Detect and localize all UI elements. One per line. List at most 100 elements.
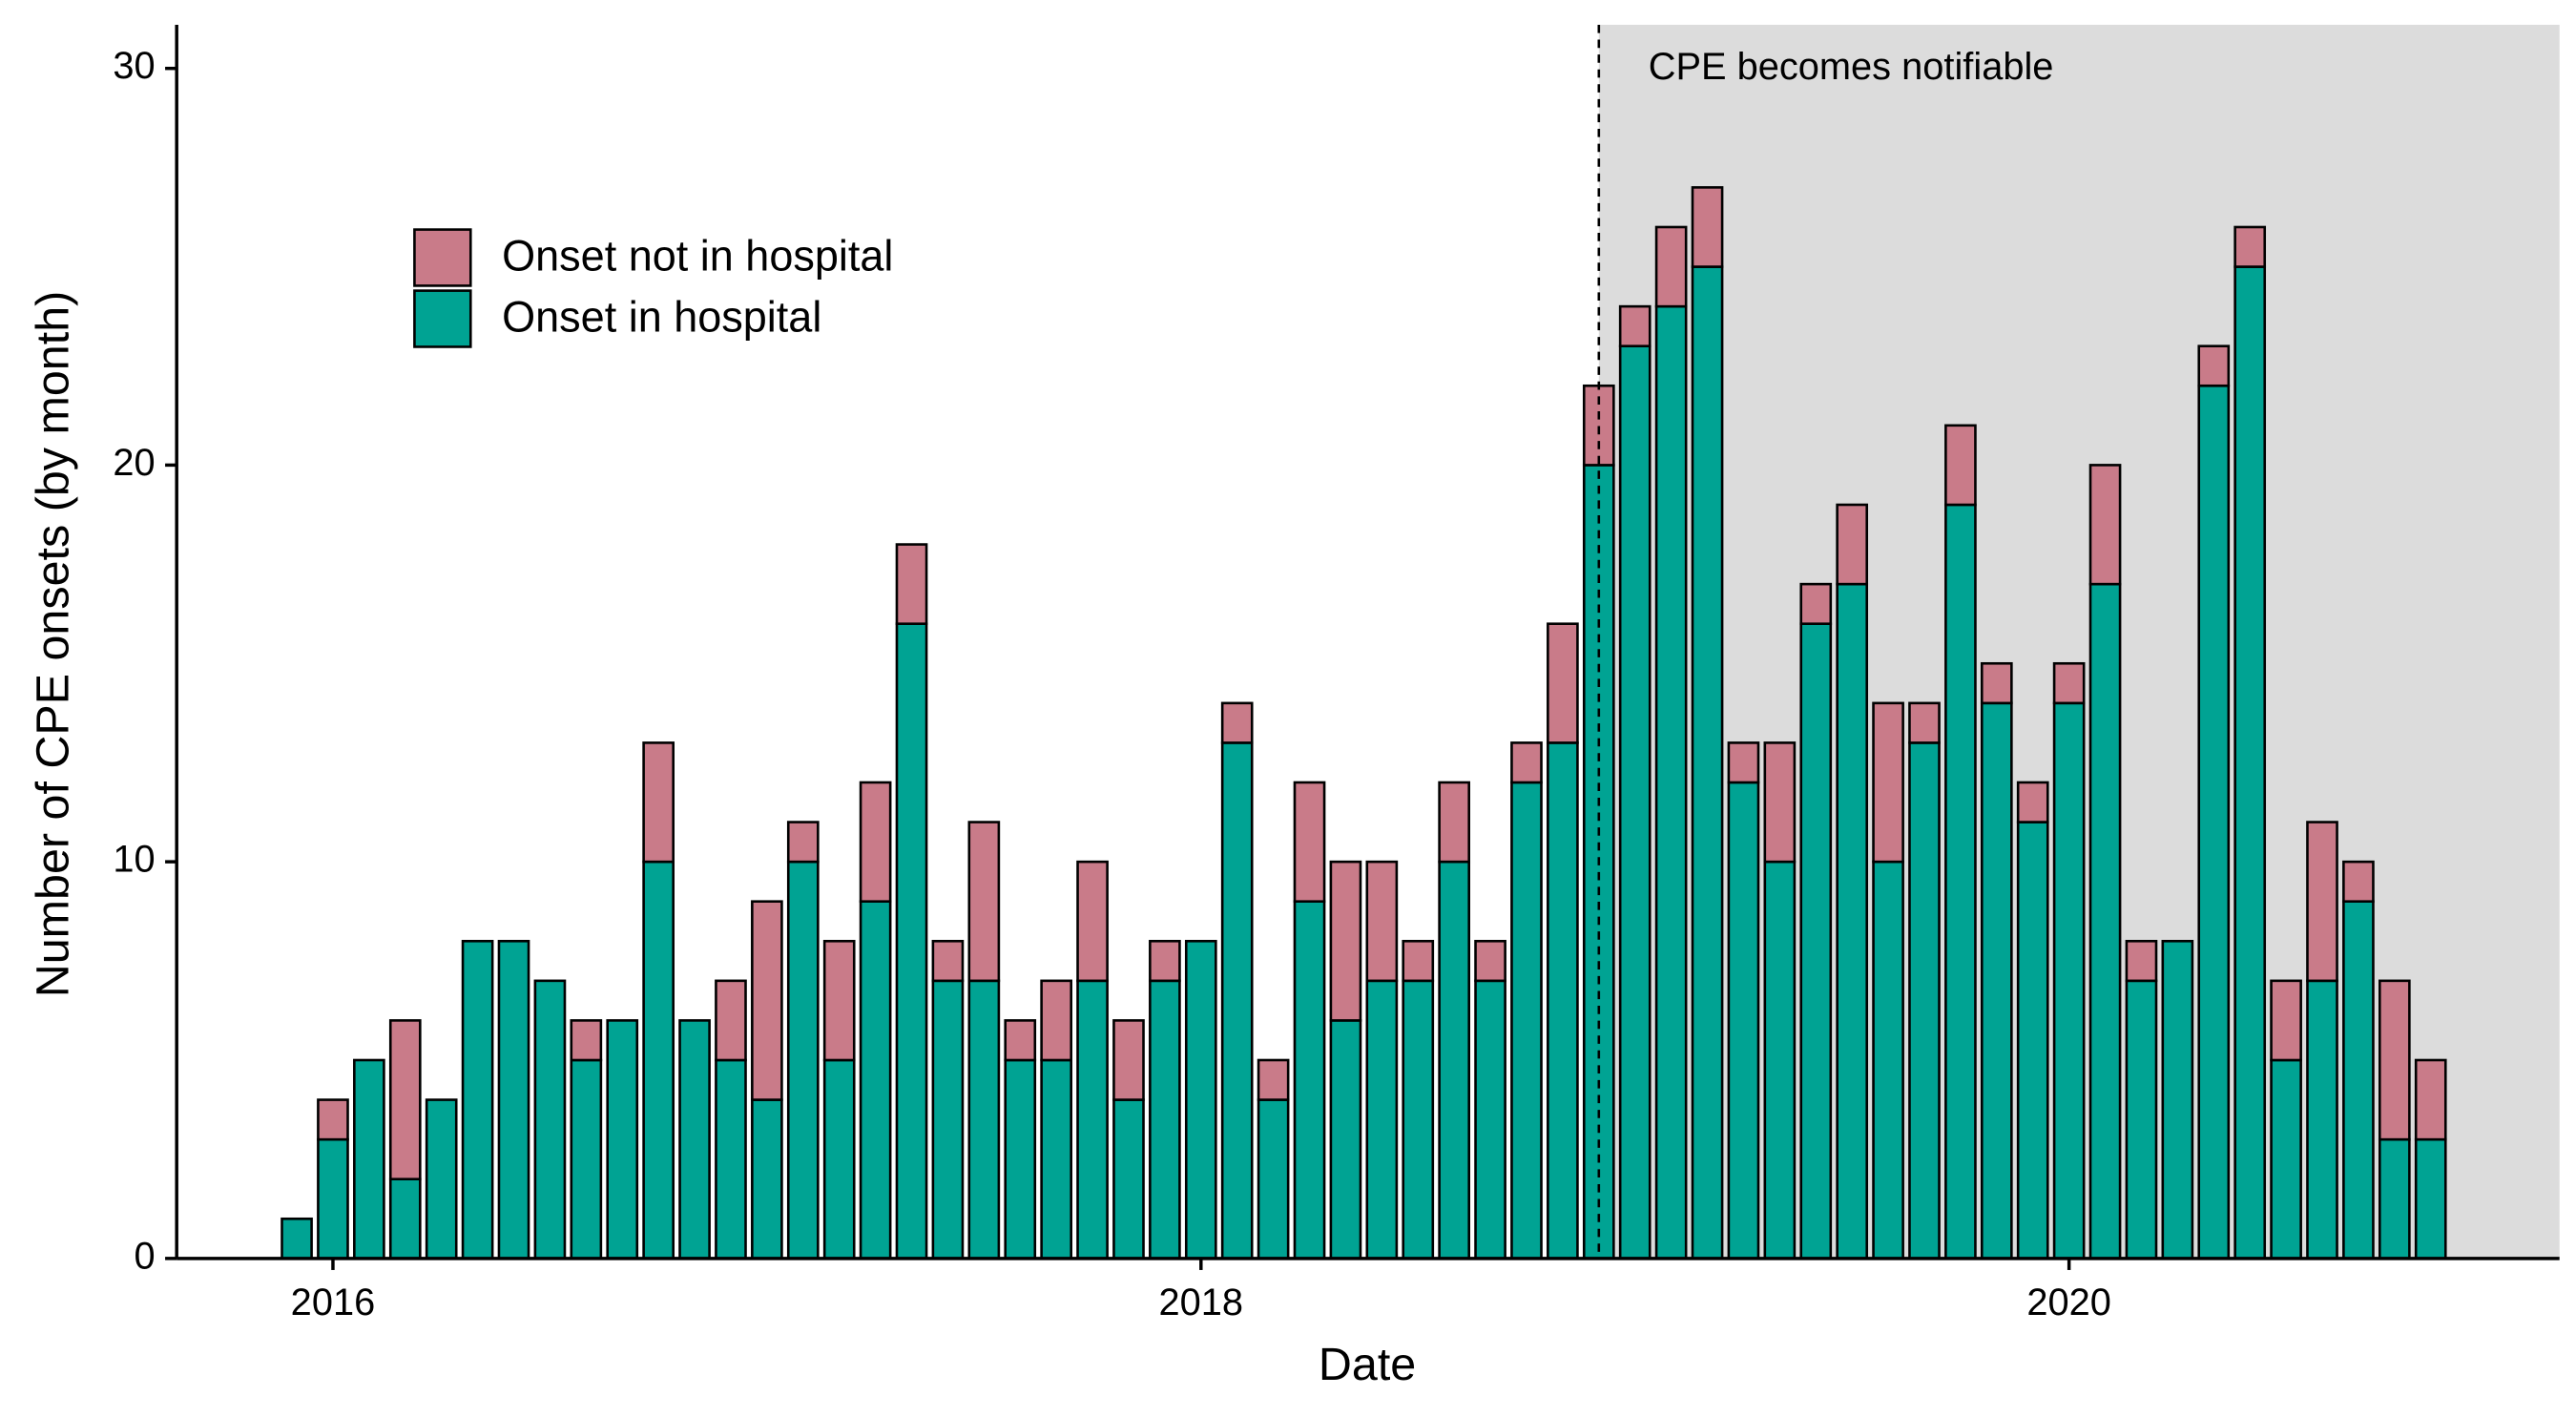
bar [2378,979,2411,1141]
bar [1076,979,1109,1261]
bar [822,939,856,1062]
bar [2306,979,2338,1261]
bar [1474,939,1506,983]
bar [1654,304,1688,1261]
bar [1547,741,1579,1261]
bar [1149,979,1181,1261]
bar [1402,939,1435,983]
bar [1293,781,1326,903]
bar [2306,821,2338,983]
bar [388,1019,422,1181]
bar [280,1217,313,1261]
x-tick-label: 2018 [1159,1282,1244,1323]
bar [353,1058,385,1261]
bar [2088,582,2122,1261]
bar [2233,265,2267,1261]
bar [715,979,747,1062]
bar [1727,741,1760,784]
bar [533,979,567,1261]
bar [1727,781,1760,1261]
bar [1040,979,1073,1062]
bar [1799,622,1833,1261]
y-tick-label: 20 [113,442,155,484]
bar [388,1177,422,1261]
bar [2197,344,2231,387]
y-axis-title: Number of CPE onsets (by month) [28,291,79,998]
bar [317,1137,349,1261]
bar [1872,860,1904,1261]
bar [1618,304,1652,347]
bar [497,939,530,1261]
bar [642,860,675,1261]
bar [1184,939,1217,1261]
bar [1908,701,1941,744]
bar [1908,741,1941,1261]
bar [786,821,820,864]
bar [2414,1137,2447,1261]
bar [1510,741,1543,784]
bar [1474,979,1506,1261]
bar [2125,979,2158,1261]
bar [895,543,928,625]
bar [931,979,965,1261]
bar [2378,1137,2411,1261]
bar [1872,701,1904,864]
bar [859,781,892,903]
x-axis-title: Date [1319,1339,1416,1390]
bar [2414,1058,2447,1141]
bar [2052,701,2086,1261]
bar [967,979,1001,1261]
bar [2270,1058,2302,1261]
bar [1944,503,1977,1261]
bar [1365,979,1399,1261]
bar [1365,860,1399,983]
bar [1402,979,1435,1261]
bar [1980,701,2013,1261]
bar [1004,1019,1037,1062]
bar [967,821,1001,983]
bar [2270,979,2302,1062]
bar [1547,622,1579,744]
bar [642,741,675,864]
bar [1149,939,1181,983]
bar [1112,1019,1145,1101]
bar [1618,344,1652,1261]
bar [859,900,892,1261]
bar [1654,225,1688,308]
bar [1220,701,1254,744]
bar [1980,661,2013,705]
bar [1691,186,1724,268]
bar [1329,1019,1362,1261]
bar [1220,741,1254,1261]
bar [2342,900,2375,1261]
bar [2233,225,2267,268]
bar [1763,860,1797,1261]
legend-label: Onset in hospital [502,293,821,342]
bar [2197,384,2231,1261]
bar [2161,939,2194,1261]
bar [1329,860,1362,1022]
bar [1836,503,1869,586]
bar [678,1019,711,1261]
bar [1944,424,1977,507]
bar [1112,1098,1145,1261]
bar [1510,781,1543,1261]
bar [1799,582,1833,625]
annotation-text: CPE becomes notifiable [1649,46,2054,88]
bar [2342,860,2375,903]
bar [461,939,494,1261]
x-tick-label: 2020 [2026,1282,2111,1323]
bar [2016,821,2049,1261]
bar [2125,939,2158,983]
bar [715,1058,747,1261]
bar [570,1019,603,1062]
bar [1763,741,1797,864]
bar [931,939,965,983]
bar [1293,900,1326,1261]
y-tick-label: 0 [135,1235,156,1277]
bar [1438,781,1471,864]
bar [1257,1098,1290,1261]
bar [1004,1058,1037,1261]
bar [317,1098,349,1141]
